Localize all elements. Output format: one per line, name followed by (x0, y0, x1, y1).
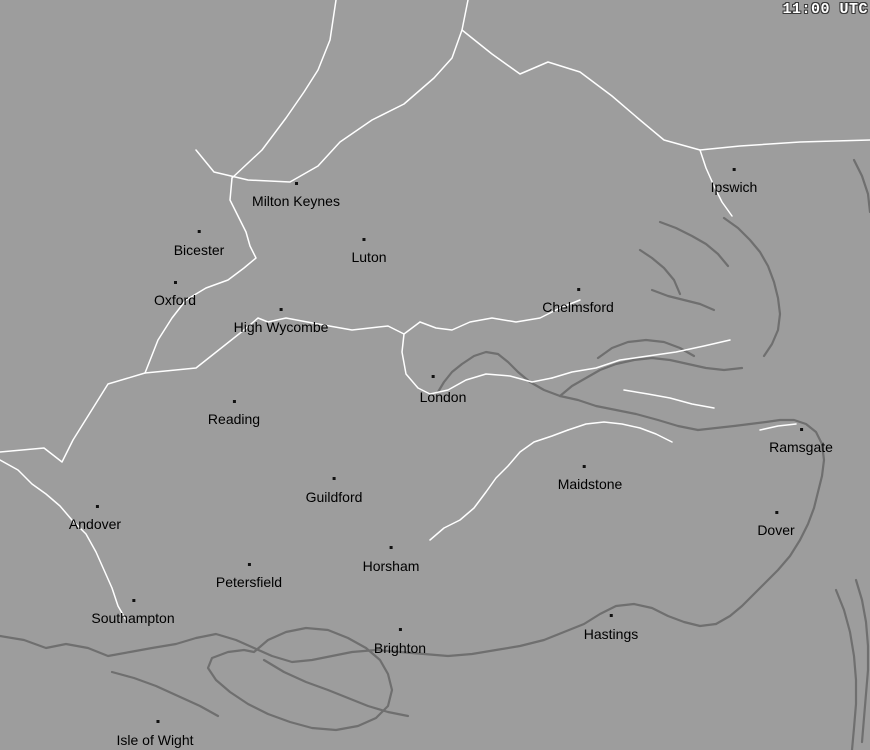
county-boundary-path (759, 423, 797, 431)
county-boundary-path (231, 0, 337, 179)
city-label-southampton: Southampton (91, 599, 175, 626)
city-name-text: Dover (757, 522, 795, 538)
city-name-text: London (419, 389, 467, 405)
coastline-path (262, 658, 410, 718)
city-name-text: Luton (351, 249, 387, 265)
city-label-maidstone: Maidstone (557, 465, 623, 492)
city-marker-dot (733, 168, 736, 171)
county-boundary-path (551, 339, 731, 379)
county-boundary-path (0, 317, 421, 463)
city-label-horsham: Horsham (362, 546, 420, 574)
city-marker-dot (248, 563, 251, 566)
coastline-path (558, 356, 744, 398)
city-label-andover: Andover (68, 505, 122, 532)
coastline-path (852, 158, 870, 214)
city-name-text: Southampton (91, 610, 175, 626)
coastline-group (0, 158, 870, 750)
coastline-path (658, 220, 730, 268)
city-label-bicester: Bicester (173, 230, 225, 258)
city-label-brighton: Brighton (373, 628, 427, 656)
city-marker-dot (96, 505, 99, 508)
city-marker-dot (577, 288, 580, 291)
city-marker-dot (800, 428, 803, 431)
city-name-text: Reading (207, 411, 261, 427)
city-label-guildford: Guildford (305, 477, 363, 505)
city-label-isle-of-wight: Isle of Wight (116, 720, 194, 748)
city-label-luton: Luton (351, 238, 387, 265)
county-boundary-path (144, 177, 257, 374)
county-boundary-path (699, 149, 733, 217)
city-marker-dot (389, 546, 393, 549)
city-name-text: High Wycombe (233, 319, 329, 335)
timestamp-label: 11:00 UTC (782, 1, 868, 18)
city-marker-dot (295, 182, 298, 185)
coastline-path (436, 350, 532, 394)
city-name-text: Ramsgate (769, 439, 833, 455)
county-boundary-path (0, 459, 127, 621)
city-label-oxford: Oxford (153, 281, 197, 308)
county-boundary-path (195, 0, 469, 183)
coastline-path (722, 216, 782, 358)
city-label-ramsgate: Ramsgate (769, 428, 833, 455)
city-label-ipswich: Ipswich (710, 168, 758, 195)
city-name-text: Oxford (153, 292, 197, 308)
coastline-path (206, 626, 394, 732)
city-marker-dot (432, 375, 435, 378)
city-marker-dot (233, 400, 236, 403)
coastline-path (650, 288, 716, 312)
county-boundary-path (419, 299, 581, 331)
county-boundary-path (623, 389, 715, 409)
city-name-text: Ipswich (710, 179, 758, 195)
city-marker-dot (610, 614, 613, 617)
city-marker-dot (131, 599, 135, 602)
city-name-text: Guildford (305, 489, 363, 505)
city-label-hastings: Hastings (583, 614, 639, 642)
county-boundary-path (401, 333, 553, 395)
city-name-text: Andover (68, 516, 122, 532)
coastline-path (854, 578, 870, 744)
city-marker-dot (279, 308, 283, 311)
city-name-text: Maidstone (557, 476, 623, 492)
coastline-path (0, 602, 718, 664)
city-marker-dot (583, 465, 586, 468)
city-label-petersfield: Petersfield (215, 563, 283, 590)
city-label-reading: Reading (207, 400, 261, 427)
city-marker-dot (173, 281, 177, 284)
county-boundary-path (461, 29, 870, 151)
city-marker-dot (399, 628, 402, 631)
city-label-london: London (419, 375, 467, 405)
county-boundary-path (567, 421, 673, 443)
county-boundary-path (429, 429, 569, 541)
city-marker-dot (156, 720, 159, 723)
coastline-path (638, 248, 682, 296)
city-name-text: Bicester (173, 242, 225, 258)
coastline-path (528, 380, 700, 432)
city-marker-dot (361, 238, 365, 241)
city-name-text: Petersfield (215, 574, 283, 590)
coastline-path (834, 588, 858, 750)
city-marker-dot (774, 511, 778, 514)
city-label-high-wycombe: High Wycombe (233, 308, 329, 335)
city-label-milton-keynes: Milton Keynes (252, 182, 340, 209)
city-name-text: Chelmsford (542, 299, 614, 315)
coastline-path (696, 418, 826, 626)
coastline-path (110, 670, 220, 718)
city-marker-dot (333, 477, 336, 480)
city-name-text: Hastings (583, 626, 639, 642)
city-name-text: Isle of Wight (116, 732, 194, 748)
city-name-text: Brighton (373, 640, 427, 656)
coastline-path (596, 338, 696, 360)
county-boundary-group (0, 0, 870, 621)
city-name-text: Horsham (362, 558, 420, 574)
city-name-text: Milton Keynes (252, 193, 340, 209)
city-label-chelmsford: Chelmsford (542, 288, 614, 315)
city-marker-dot (197, 230, 201, 233)
city-label-dover: Dover (757, 511, 795, 538)
